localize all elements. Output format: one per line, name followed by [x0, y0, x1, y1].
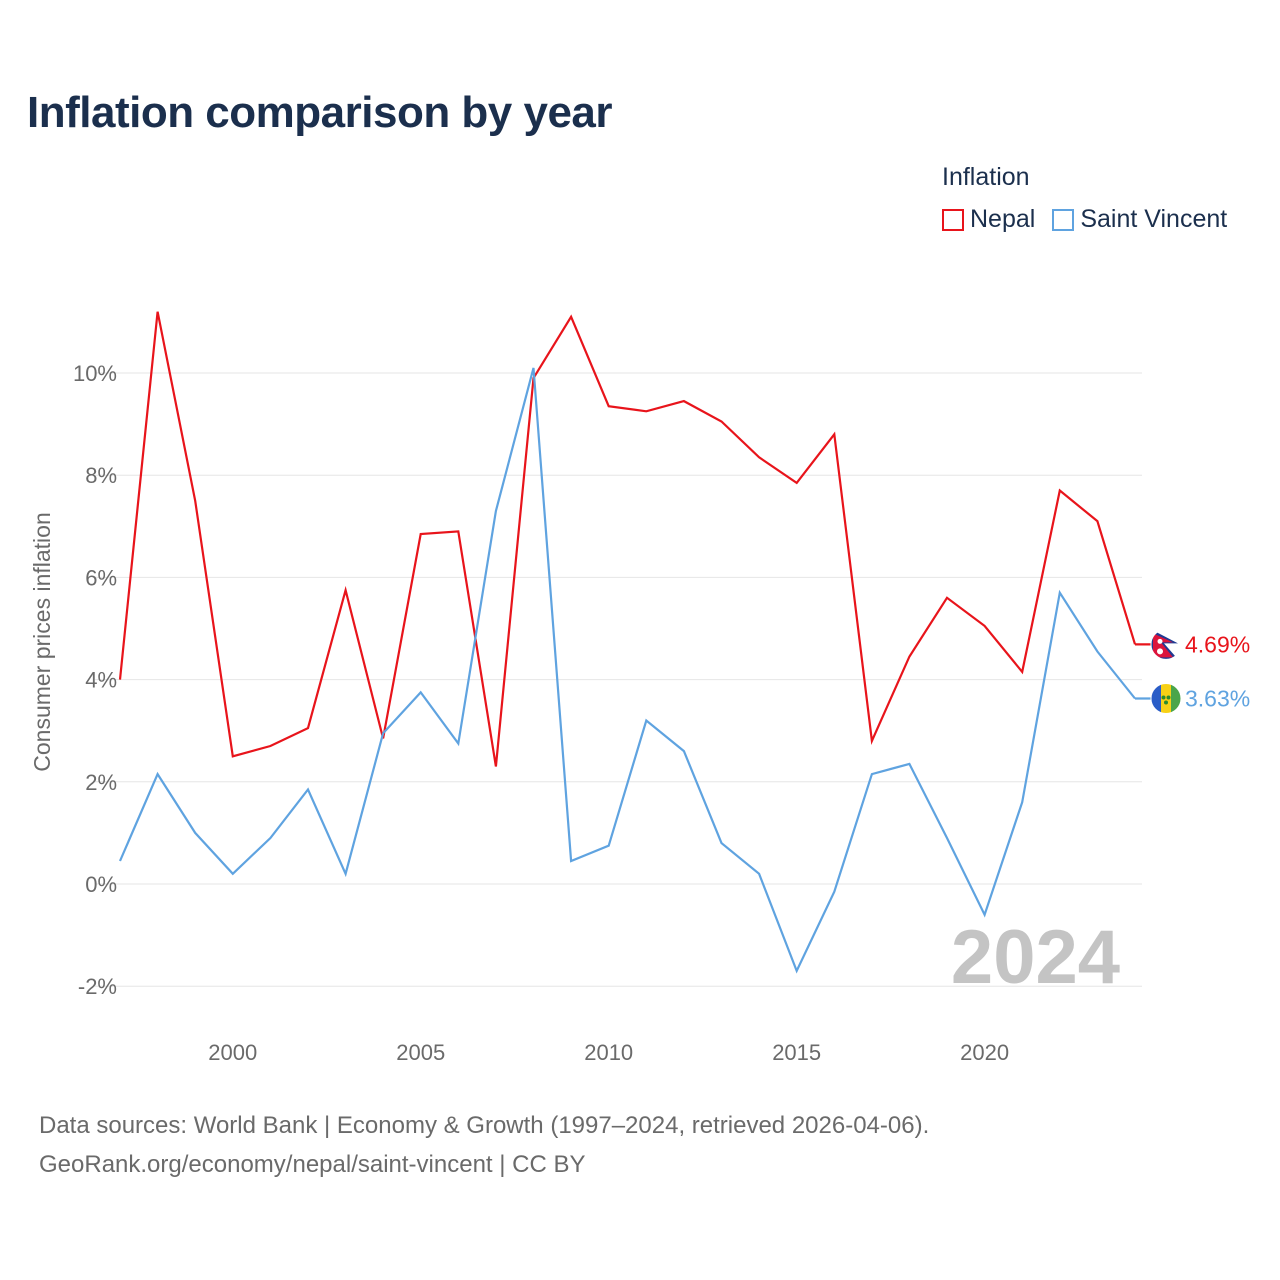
gridlines — [95, 372, 1142, 987]
line-chart: -2% 0% 2% 4% 6% 8% 10% 2000 2005 2010 2015 2020 20… — [29, 311, 1250, 1065]
legend-label-saint-vincent: Saint Vincent — [1080, 205, 1228, 233]
series-end-labels: 4.69% 3.63% — [1135, 628, 1250, 715]
legend-swatch-saint-vincent — [1052, 208, 1075, 231]
end-label-nepal: 4.69% — [1185, 631, 1250, 657]
x-tick-label: 2005 — [396, 1040, 445, 1065]
source-line-1: Data sources: World Bank | Economy & Gro… — [39, 1112, 930, 1139]
legend: Nepal Saint Vincent — [942, 205, 1244, 234]
x-tick-label: 2015 — [772, 1040, 821, 1065]
series-line-saint-vincent[interactable] — [118, 367, 1136, 974]
y-tick-label: 0% — [85, 872, 117, 897]
legend-label-nepal: Nepal — [970, 205, 1036, 233]
saint-vincent-flag-icon — [1150, 683, 1182, 715]
y-tick-label: 6% — [85, 565, 117, 590]
y-axis-title: Consumer prices inflation — [29, 512, 55, 772]
legend-item-saint-vincent[interactable]: Saint Vincent — [1052, 205, 1227, 234]
y-tick-label: 4% — [85, 668, 117, 693]
nepal-flag-icon — [1150, 628, 1182, 660]
x-tick-label: 2010 — [584, 1040, 633, 1065]
legend-title: Inflation — [942, 163, 1030, 191]
chart-title: Inflation comparison by year — [27, 88, 613, 137]
series-lines — [118, 311, 1137, 974]
year-watermark: 2024 — [951, 915, 1120, 1000]
x-tick-label: 2020 — [960, 1040, 1009, 1065]
x-axis-ticks: 2000 2005 2010 2015 2020 — [208, 1040, 1009, 1065]
y-axis-ticks: -2% 0% 2% 4% 6% 8% 10% — [73, 361, 117, 999]
series-line-nepal[interactable] — [118, 311, 1137, 767]
y-tick-label: -2% — [78, 974, 117, 999]
y-tick-label: 10% — [73, 361, 117, 386]
legend-swatch-nepal — [942, 208, 964, 231]
x-tick-label: 2000 — [208, 1040, 257, 1065]
y-tick-label: 2% — [85, 770, 117, 795]
end-label-saint-vincent: 3.63% — [1185, 686, 1250, 712]
legend-item-nepal[interactable]: Nepal — [942, 205, 1035, 234]
y-tick-label: 8% — [85, 463, 117, 488]
source-note: Data sources: World Bank | Economy & Gro… — [39, 1106, 929, 1184]
source-line-2[interactable]: GeoRank.org/economy/nepal/saint-vincent … — [39, 1151, 586, 1178]
